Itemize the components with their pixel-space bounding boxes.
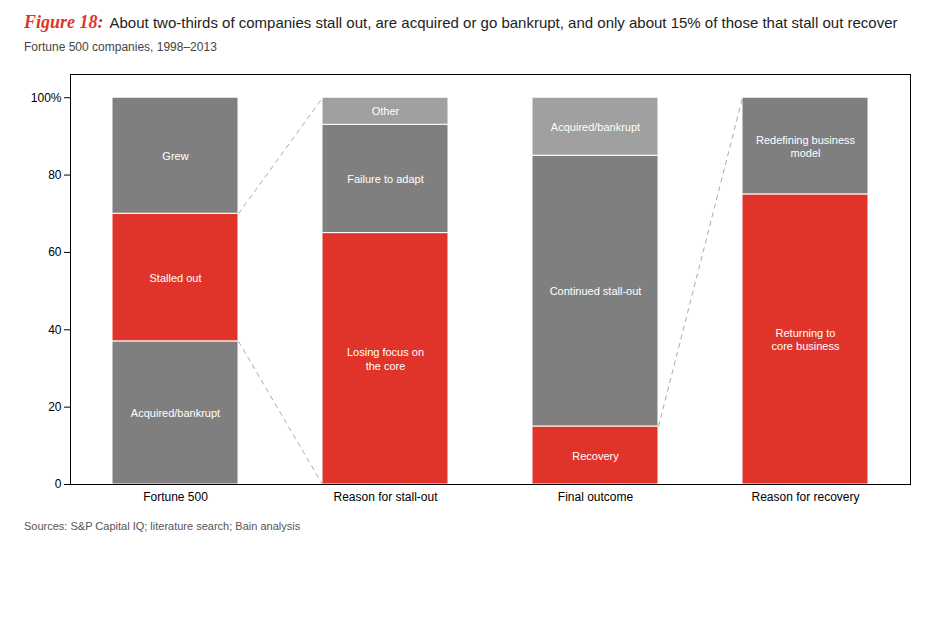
svg-text:0: 0 xyxy=(55,478,62,492)
html-text:Fortune 500 companies, 1998–20: Fortune 500 companies, 1998–2013 xyxy=(24,40,217,55)
svg-text:60: 60 xyxy=(48,246,62,260)
svg-text:Stalled out: Stalled out xyxy=(150,272,202,284)
svg-text:Continued stall-out: Continued stall-out xyxy=(550,286,642,298)
svg-text:80: 80 xyxy=(48,168,62,182)
svg-text:Recovery: Recovery xyxy=(572,450,619,462)
svg-text:Reason for stall-out: Reason for stall-out xyxy=(333,490,438,504)
svg-text:20: 20 xyxy=(48,400,62,414)
svg-text:Fortune 500: Fortune 500 xyxy=(143,490,208,504)
svg-text:Losing focus onthe core: Losing focus onthe core xyxy=(347,347,424,372)
html-text:Sources: S&P Capital IQ; liter: Sources: S&P Capital IQ; literature sear… xyxy=(24,520,301,533)
svg-text:Failure to adapt: Failure to adapt xyxy=(347,173,423,185)
svg-text:Grew: Grew xyxy=(162,150,188,162)
svg-text:Returning tocore business: Returning tocore business xyxy=(772,327,840,352)
svg-text:Reason for recovery: Reason for recovery xyxy=(751,490,859,504)
svg-text:40: 40 xyxy=(48,323,62,337)
svg-text:Redefining businessmodel: Redefining businessmodel xyxy=(756,134,856,159)
svg-text:Acquired/bankrupt: Acquired/bankrupt xyxy=(131,407,220,419)
svg-text:Acquired/bankrupt: Acquired/bankrupt xyxy=(551,121,640,133)
svg-text:Other: Other xyxy=(372,106,400,118)
html-text:Figure 18: About two-thirds of: Figure 18: About two-thirds of companies… xyxy=(24,12,898,32)
svg-text:100%: 100% xyxy=(31,91,62,105)
svg-text:Final outcome: Final outcome xyxy=(558,490,634,504)
